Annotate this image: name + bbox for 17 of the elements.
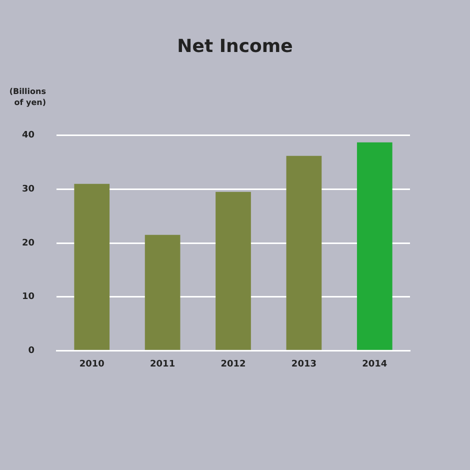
x-tick-label: 2011 [150,359,176,370]
chart-title: Net Income [176,36,294,57]
x-tick-label: 2012 [220,359,246,370]
y-tick-label: 30 [22,184,35,195]
x-tick-label: 2014 [362,359,388,370]
bar [286,156,322,350]
y-axis-title: (Billions of yen) [8,86,46,108]
x-tick-label: 2013 [291,359,316,370]
y-tick-label: 20 [22,238,35,248]
bar [356,142,392,350]
y-tick-label: 40 [22,130,35,141]
bar [216,192,251,350]
x-tick-label: 2010 [79,359,104,370]
bar [144,234,180,350]
y-tick-label: 10 [22,292,35,302]
y-tick-label: 0 [28,346,35,356]
bar [74,184,110,350]
